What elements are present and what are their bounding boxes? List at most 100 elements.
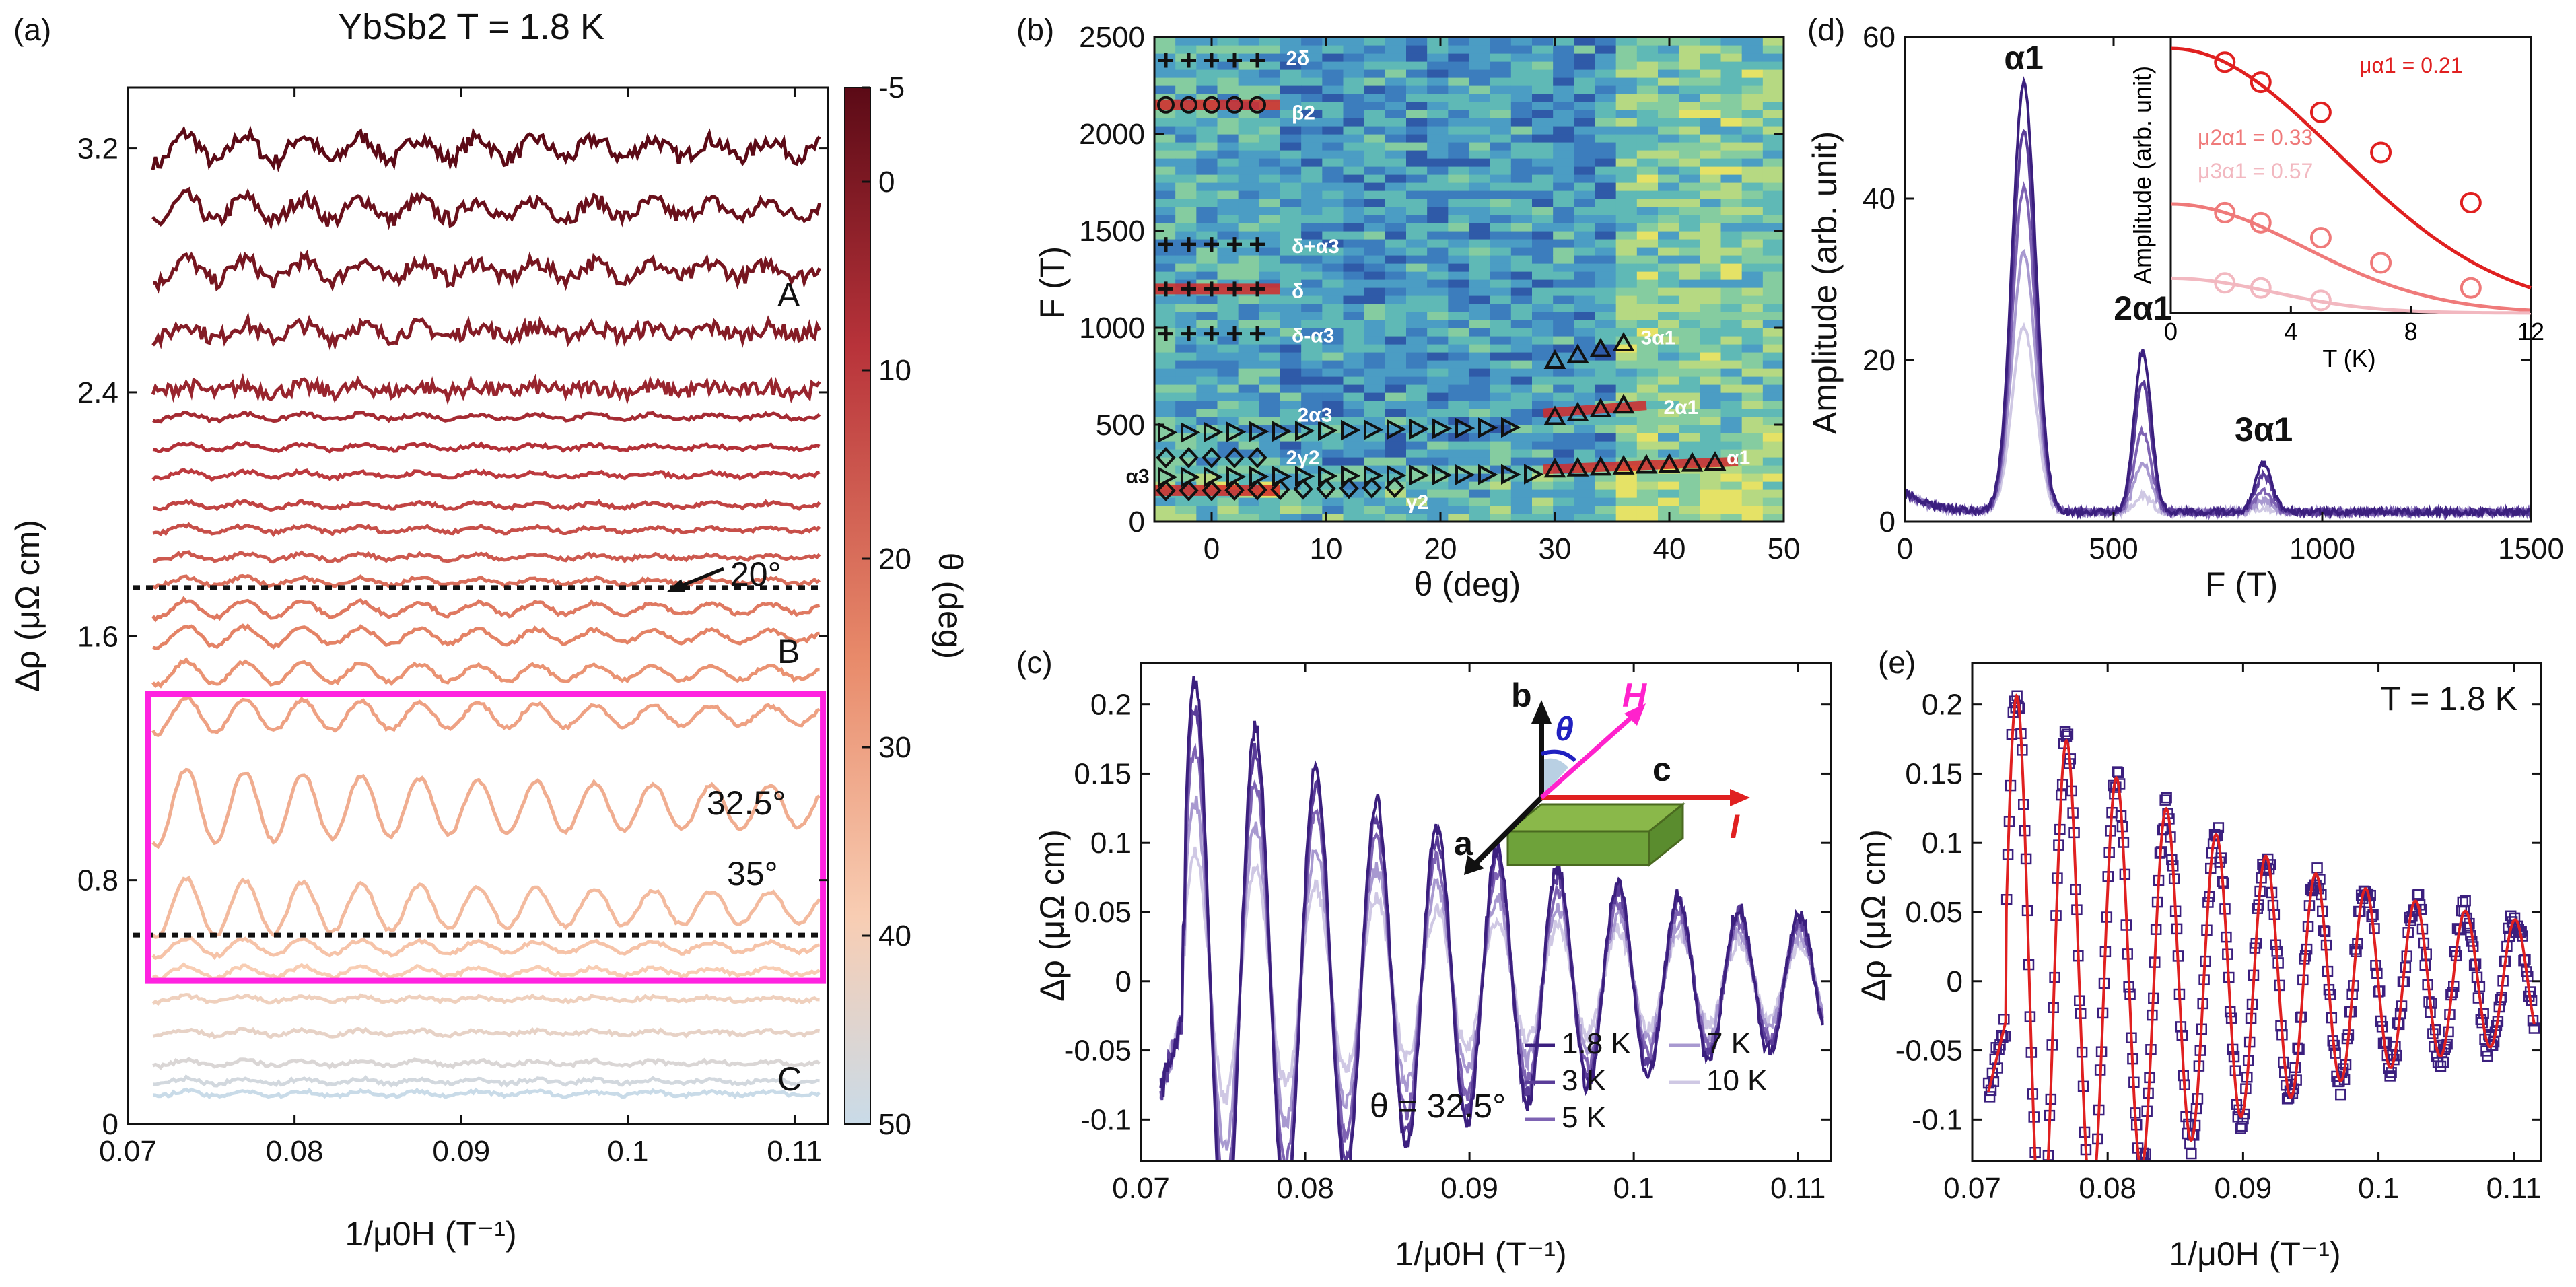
heatmap-cell xyxy=(1448,279,1470,288)
heatmap-cell xyxy=(1343,384,1365,393)
heatmap-cell xyxy=(1490,102,1512,110)
heatmap-cell xyxy=(1636,239,1659,248)
heatmap-cell xyxy=(1700,287,1722,296)
heatmap-cell xyxy=(1574,384,1596,393)
heatmap-cell xyxy=(1217,392,1239,401)
heatmap-cell xyxy=(1385,110,1407,118)
heatmap-cell xyxy=(1448,37,1470,46)
heatmap-cell xyxy=(1469,279,1491,288)
branch-label: α1 xyxy=(1727,447,1750,469)
heatmap-cell xyxy=(1448,255,1470,264)
temp-trace-4 xyxy=(1159,676,1824,1161)
heatmap-cell xyxy=(1364,102,1386,110)
panel-a-xtick-label: 0.07 xyxy=(99,1135,157,1168)
heatmap-cell xyxy=(1154,263,1176,272)
heatmap-cell xyxy=(1741,69,1764,78)
heatmap-cell xyxy=(1469,295,1491,304)
panel-e-ytick-label: 0.2 xyxy=(1922,689,1963,722)
heatmap-cell xyxy=(1741,247,1764,256)
heatmap-cell xyxy=(1259,497,1281,506)
heatmap-cell xyxy=(1280,376,1302,385)
heatmap-cell xyxy=(1322,312,1344,320)
heatmap-cell xyxy=(1427,360,1449,369)
inset-fit-0 xyxy=(2170,46,2532,289)
heatmap-cell xyxy=(1490,384,1512,393)
heatmap-cell xyxy=(1343,514,1365,522)
heatmap-cell xyxy=(1406,328,1428,337)
heatmap-cell xyxy=(1574,126,1596,135)
branch-10-marker xyxy=(1612,394,1635,414)
heatmap-cell xyxy=(1510,118,1533,127)
heatmap-cell xyxy=(1510,150,1533,159)
heatmap-cell xyxy=(1532,207,1554,215)
branch-label: δ xyxy=(1292,280,1304,302)
heatmap-cell xyxy=(1720,489,1743,498)
heatmap-cell xyxy=(1615,312,1638,320)
branch-9-marker xyxy=(1543,349,1566,369)
heatmap-cell xyxy=(1322,45,1344,54)
heatmap-cell xyxy=(1280,271,1302,280)
heatmap-cell xyxy=(1679,392,1700,401)
heatmap-cell xyxy=(1615,199,1638,207)
heatmap-cell xyxy=(1720,368,1743,377)
heatmap-cell xyxy=(1301,320,1323,328)
heatmap-cell xyxy=(1741,344,1764,353)
panel-c-xtick-label: 0.07 xyxy=(1112,1172,1170,1205)
heatmap-cell xyxy=(1469,409,1491,417)
heatmap-cell xyxy=(1490,150,1512,159)
heatmap-cell xyxy=(1741,336,1764,345)
branch-11-marker xyxy=(1704,451,1727,471)
heatmap-cell xyxy=(1448,182,1470,191)
heatmap-cell xyxy=(1658,304,1679,312)
heatmap-cell xyxy=(1615,481,1638,490)
heatmap-cell xyxy=(1636,392,1659,401)
heatmap-cell xyxy=(1741,304,1764,312)
heatmap-cell xyxy=(1658,481,1679,490)
heatmap-cell xyxy=(1259,263,1281,272)
heatmap-cell xyxy=(1490,433,1512,442)
heatmap-cell xyxy=(1427,199,1449,207)
heatmap-cell xyxy=(1658,506,1679,514)
heatmap-cell xyxy=(1343,77,1365,86)
heatmap-cell xyxy=(1406,37,1428,46)
heatmap-cell xyxy=(1469,85,1491,94)
heatmap-cell xyxy=(1636,425,1659,433)
heatmap-cell xyxy=(1448,94,1470,102)
heatmap-cell xyxy=(1343,271,1365,280)
heatmap-cell xyxy=(1700,263,1722,272)
heatmap-cell xyxy=(1615,207,1638,215)
heatmap-cell xyxy=(1448,352,1470,361)
heatmap-cell xyxy=(1636,37,1659,46)
region-a-label: A xyxy=(777,276,800,314)
heatmap-cell xyxy=(1658,409,1679,417)
heatmap-cell xyxy=(1636,166,1659,175)
heatmap-cell xyxy=(1615,360,1638,369)
heatmap-cell xyxy=(1510,207,1533,215)
heatmap-cell xyxy=(1406,207,1428,215)
heatmap-cell xyxy=(1427,514,1449,522)
heatmap-cell xyxy=(1385,231,1407,240)
heatmap-cell xyxy=(1343,142,1365,151)
heatmap-cell xyxy=(1553,61,1574,70)
heatmap-cell xyxy=(1679,118,1700,127)
heatmap-cell xyxy=(1301,247,1323,256)
heatmap-cell xyxy=(1217,85,1239,94)
heatmap-cell xyxy=(1196,77,1218,86)
heatmap-cell xyxy=(1406,247,1428,256)
heatmap-cell xyxy=(1301,215,1323,223)
heatmap-cell xyxy=(1259,118,1281,127)
panel-a-frame xyxy=(127,86,829,1125)
heatmap-cell xyxy=(1280,336,1302,345)
heatmap-cell xyxy=(1553,287,1574,296)
heatmap-cell xyxy=(1700,481,1722,490)
heatmap-cell xyxy=(1238,514,1260,522)
heatmap-cell xyxy=(1510,384,1533,393)
inset-xlabel: T (K) xyxy=(2322,345,2375,372)
heatmap-cell xyxy=(1490,441,1512,450)
field-arrowhead xyxy=(1624,703,1646,726)
heatmap-cell xyxy=(1406,489,1428,498)
crystal-side xyxy=(1648,802,1684,868)
heatmap-cell xyxy=(1322,417,1344,425)
